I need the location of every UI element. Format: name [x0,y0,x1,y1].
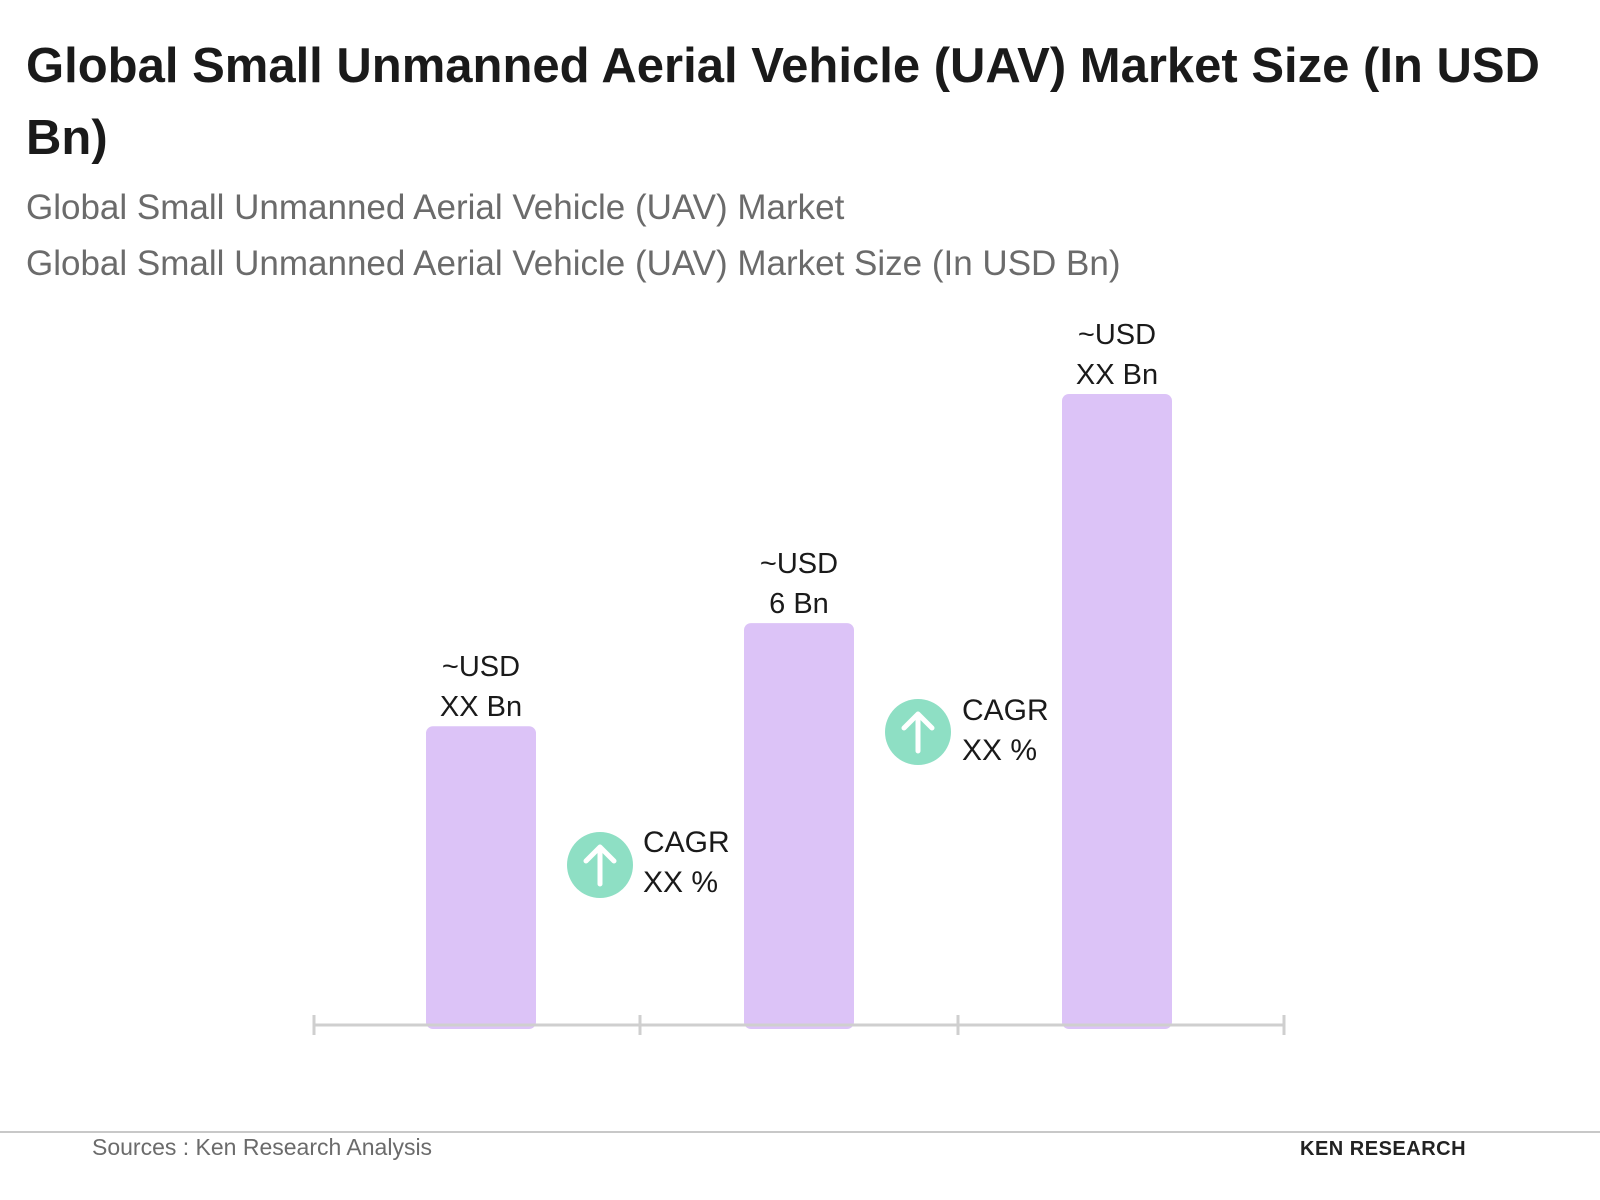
bar [426,726,536,1029]
annotation: CAGR [643,826,730,859]
cagr-icon [567,832,633,898]
bar [1062,394,1172,1029]
subtitle: Global Small Unmanned Aerial Vehicle (UA… [26,244,1121,283]
annotation: CAGR [962,694,1049,727]
cagr-icon [885,699,951,765]
subtitle: Global Small Unmanned Aerial Vehicle (UA… [26,188,845,227]
value-label: ~USD [760,548,838,580]
value-label: XX Bn [440,691,522,723]
value-label: ~USD [442,651,520,683]
value-label: 6 Bn [769,588,829,620]
bar [744,623,854,1029]
value-label: XX Bn [1076,359,1158,391]
chart: CAGR XX % CAGR XX % ~USD XX Bn ~USD 6 Bn ~US… [312,319,1286,1035]
value-label: ~USD [1078,319,1156,351]
footer-divider [0,1131,1600,1133]
source: Sources : Ken Research Analysis [92,1134,433,1160]
chart-title: Global Small Unmanned Aerial Vehicle (UA… [26,39,1540,165]
annotation: XX % [643,866,718,899]
annotation: XX % [962,734,1037,767]
logo: KEN RESEARCH [1300,1138,1467,1160]
